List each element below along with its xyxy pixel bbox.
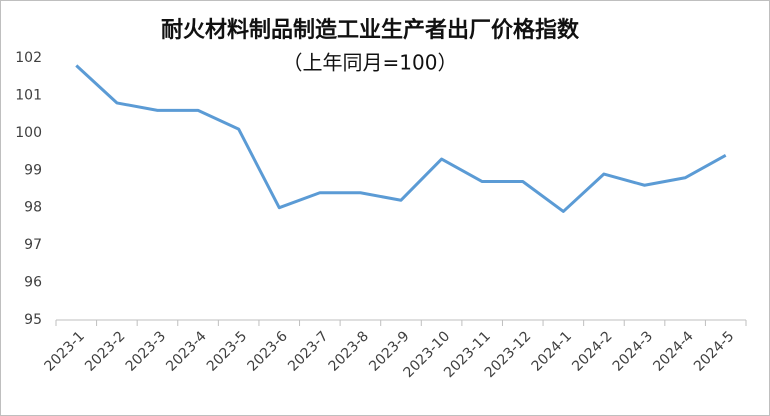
- y-tick-label: 98: [24, 200, 42, 216]
- chart-title: 耐火材料制品制造工业生产者出厂价格指数: [161, 17, 580, 43]
- y-tick-label: 100: [15, 125, 42, 141]
- y-tick-label: 102: [15, 50, 42, 66]
- chart-subtitle: （上年同月=100）: [283, 51, 458, 75]
- y-tick-label: 99: [24, 162, 42, 178]
- line: [75, 64, 727, 213]
- y-tick-label: 101: [15, 87, 42, 103]
- y-tick-label: 95: [24, 312, 42, 328]
- y-tick-label: 96: [24, 275, 42, 291]
- y-tick-label: 97: [24, 237, 42, 253]
